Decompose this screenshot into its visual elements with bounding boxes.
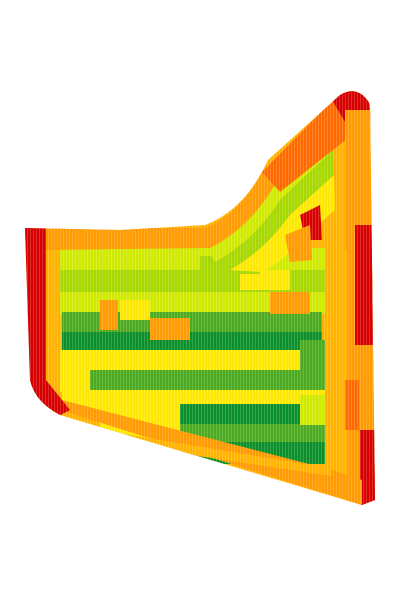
swath-stripes <box>25 91 375 505</box>
map-viewport <box>25 91 375 505</box>
field-area <box>25 91 375 505</box>
field-yield-map <box>25 91 375 505</box>
